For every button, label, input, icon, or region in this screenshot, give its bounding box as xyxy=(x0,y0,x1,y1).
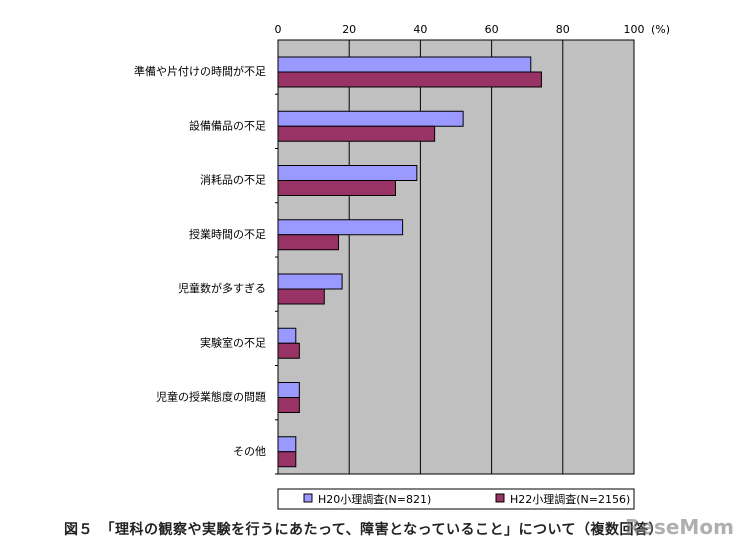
bar xyxy=(277,234,340,251)
legend-box xyxy=(277,488,635,510)
legend: H20小理調査(N=821) H22小理調査(N=2156) xyxy=(277,488,635,510)
category-label: 児童の授業態度の問題 xyxy=(156,390,266,404)
x-tick-label: 40 xyxy=(413,23,427,36)
bars xyxy=(277,56,542,468)
bar xyxy=(277,165,418,181)
x-axis-unit: (%) xyxy=(651,23,670,36)
category-label: 児童数が多すぎる xyxy=(178,281,266,295)
x-axis-ticks: 0 20 40 60 80 100 xyxy=(275,23,645,36)
legend-swatch xyxy=(495,493,505,503)
x-tick-label: 100 xyxy=(624,23,645,36)
category-label: 授業時間の不足 xyxy=(189,227,266,241)
bar xyxy=(277,397,300,413)
category-label: 消耗品の不足 xyxy=(200,173,266,187)
bar xyxy=(277,180,396,196)
bar xyxy=(277,56,532,73)
bar xyxy=(277,327,297,344)
category-labels: 準備や片付けの時間が不足設備備品の不足消耗品の不足授業時間の不足児童数が多すぎる… xyxy=(134,64,278,475)
legend-label: H20小理調査(N=821) xyxy=(318,492,431,506)
legend-swatch xyxy=(303,493,313,503)
category-label: 設備備品の不足 xyxy=(189,118,266,132)
watermark-logo: ReseMom xyxy=(625,515,734,539)
bar xyxy=(277,436,297,453)
x-tick-label: 80 xyxy=(556,23,570,36)
bar xyxy=(277,451,297,468)
category-label: 準備や片付けの時間が不足 xyxy=(134,64,266,78)
bar xyxy=(277,382,300,398)
x-tick-label: 20 xyxy=(342,23,356,36)
x-tick-label: 60 xyxy=(485,23,499,36)
bar xyxy=(277,273,343,290)
plot-area xyxy=(277,39,635,475)
bar xyxy=(277,110,464,127)
bar xyxy=(277,125,436,142)
category-label: 実験室の不足 xyxy=(200,335,266,349)
bar xyxy=(277,219,404,236)
figure-caption: 図５ 「理科の観察や実験を行うにあたって、障害となっていること」について（複数回… xyxy=(64,522,664,538)
bar xyxy=(277,71,542,88)
legend-label: H22小理調査(N=2156) xyxy=(510,492,630,506)
bar xyxy=(277,288,325,305)
category-label: その他 xyxy=(233,445,266,458)
bar xyxy=(277,342,300,359)
x-tick-label: 0 xyxy=(275,23,282,36)
